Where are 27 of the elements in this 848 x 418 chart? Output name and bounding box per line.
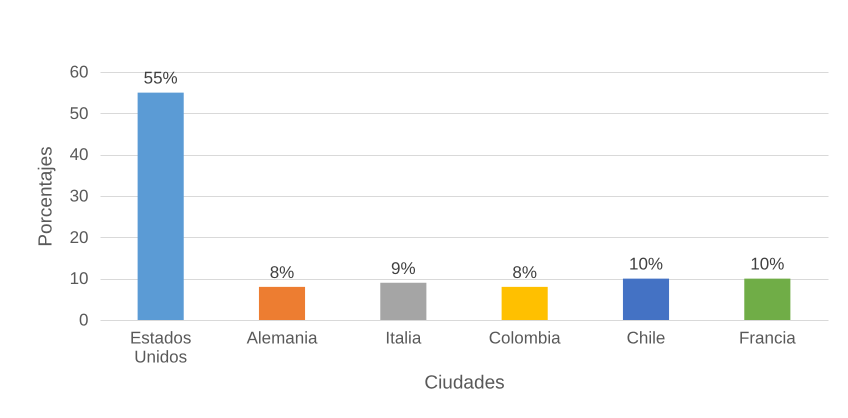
x-tick-label: Italia xyxy=(385,328,422,348)
x-tick-label: Colombia xyxy=(488,328,562,348)
bar xyxy=(258,286,306,320)
y-tick-label: 30 xyxy=(70,186,88,206)
y-tick-label: 60 xyxy=(70,62,88,82)
y-tick-label: 40 xyxy=(70,145,88,164)
y-axis-title: Porcentajes xyxy=(36,146,57,247)
x-tick-label: Alemania xyxy=(246,328,318,348)
data-label: 8% xyxy=(270,262,294,282)
y-tick-label: 20 xyxy=(70,228,88,247)
data-label: 9% xyxy=(391,258,416,278)
y-tick-label: 0 xyxy=(79,310,88,330)
x-tick-label: Chile xyxy=(626,328,666,348)
x-tick-label: Francia xyxy=(738,328,796,348)
y-tick-label: 50 xyxy=(70,104,88,123)
bar xyxy=(502,286,548,320)
x-tick-label: Estados Unidos xyxy=(130,328,192,366)
bar xyxy=(380,282,426,320)
bar xyxy=(622,278,670,320)
bar xyxy=(744,278,790,320)
data-label: 10% xyxy=(750,254,784,274)
bar xyxy=(138,92,184,320)
data-label: 10% xyxy=(628,254,664,274)
data-label: 8% xyxy=(512,262,537,282)
x-axis-title: Ciudades xyxy=(424,372,505,394)
y-tick-label: 10 xyxy=(70,269,88,288)
data-label: 55% xyxy=(144,68,178,88)
